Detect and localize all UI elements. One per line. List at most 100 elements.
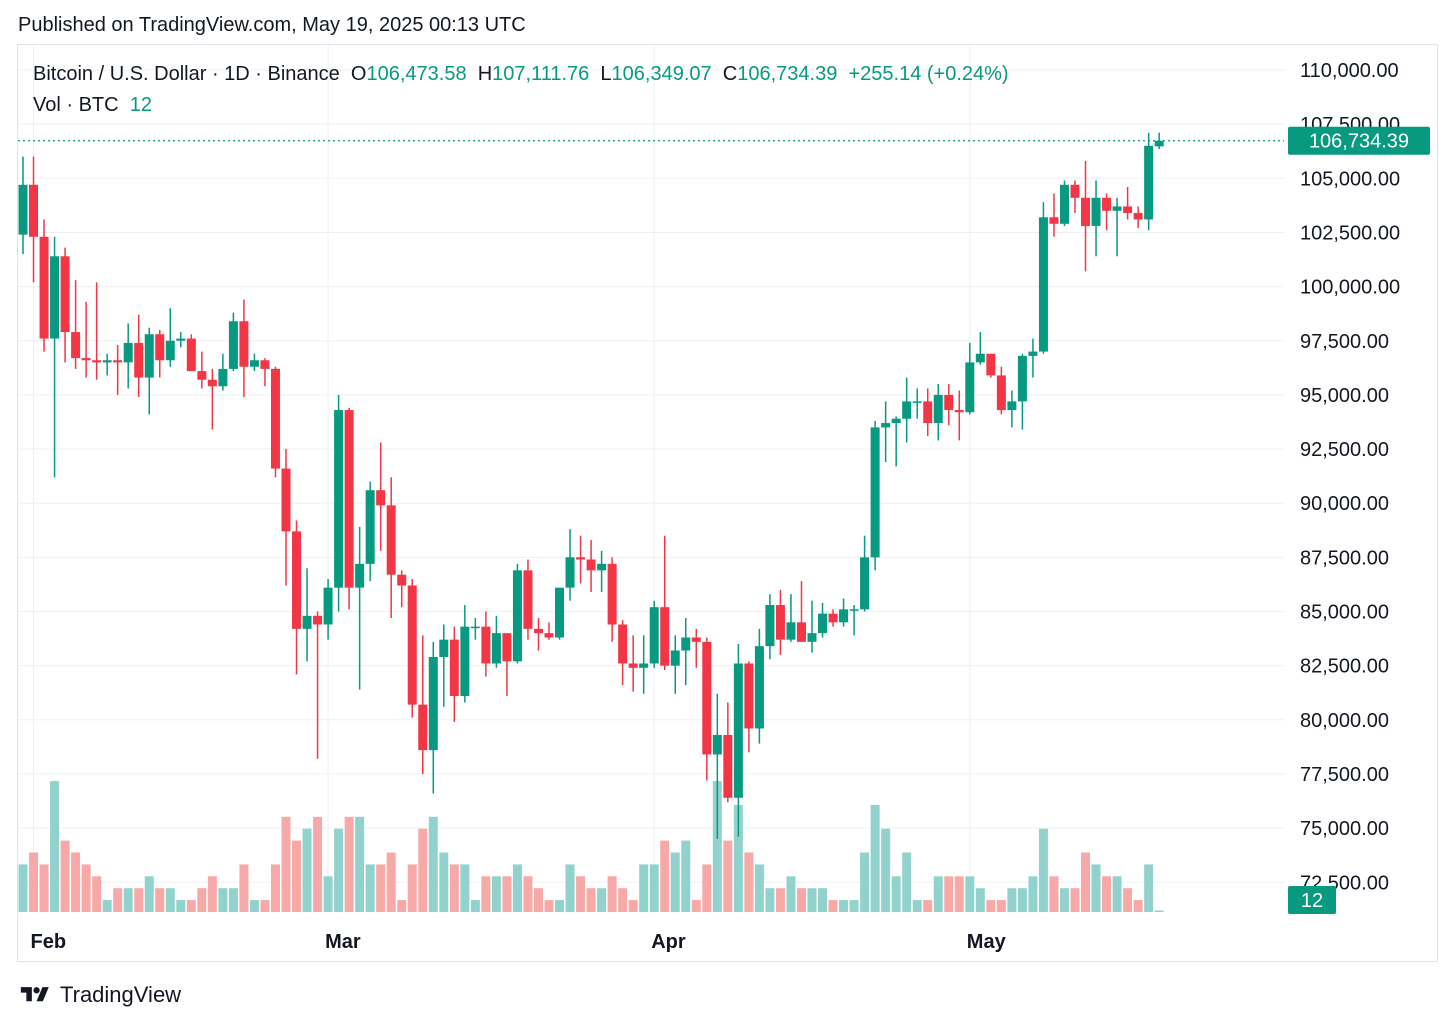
candle-body — [954, 410, 964, 413]
candle-body — [849, 609, 859, 611]
volume-bar — [555, 900, 565, 912]
volume-bar — [176, 900, 186, 912]
volume-bar — [313, 816, 323, 912]
candle-body — [81, 358, 91, 361]
volume-bar — [39, 864, 49, 912]
brand-name: TradingView — [60, 982, 182, 1007]
candle-body — [1017, 355, 1027, 402]
volume-bar — [502, 876, 512, 912]
volume-bar — [123, 888, 133, 912]
candle-body — [565, 557, 575, 588]
candle-body — [323, 587, 333, 625]
candle-body — [733, 663, 743, 798]
volume-bar — [839, 900, 849, 912]
price-tick-label: 92,500.00 — [1300, 439, 1389, 461]
volume-bar — [470, 900, 480, 912]
volume-bar — [807, 888, 817, 912]
candles — [18, 132, 1164, 839]
volume-bar — [744, 852, 754, 912]
candle-body — [1038, 217, 1048, 352]
last-price-badge — [1288, 126, 1430, 155]
volume-value: 12 — [129, 94, 152, 116]
candle-body — [260, 360, 270, 369]
price-tick-label: 100,000.00 — [1300, 277, 1400, 299]
last-price-badge-text: 106,734.39 — [1309, 131, 1409, 153]
symbol-description: Bitcoin / U.S. Dollar · 1D · Binance — [33, 63, 340, 85]
candle-body — [818, 613, 828, 634]
candle-body — [270, 368, 280, 469]
volume-bar — [1112, 876, 1122, 912]
volume-bar — [449, 864, 459, 912]
candle-body — [334, 410, 344, 588]
volume-bar — [933, 876, 943, 912]
volume-bar — [912, 900, 922, 912]
candle-body — [165, 340, 175, 361]
candle-body — [449, 639, 459, 696]
candle-body — [197, 371, 207, 380]
volume-bar — [1154, 910, 1164, 912]
volume-bar — [228, 888, 238, 912]
candle-body — [765, 605, 775, 647]
volume-bar — [597, 888, 607, 912]
candle-body — [639, 663, 649, 668]
candle-body — [986, 353, 996, 376]
volume-bar — [733, 804, 743, 912]
volume-bar — [50, 781, 60, 912]
candle-body — [1154, 140, 1164, 147]
candle-body — [965, 362, 975, 413]
volume-bar — [1144, 864, 1154, 912]
volume-badge-text: 12 — [1301, 890, 1323, 912]
volume-bar — [954, 876, 964, 912]
volume-bar — [102, 900, 112, 912]
candle-body — [481, 626, 491, 664]
volume-bar — [965, 876, 975, 912]
candle-body — [786, 622, 796, 640]
candle-body — [881, 423, 891, 428]
candle-body — [313, 615, 323, 625]
candle-body — [228, 321, 238, 369]
volume-bar — [565, 864, 575, 912]
volume-bar — [523, 876, 533, 912]
volume-bar — [628, 900, 638, 912]
volume-bar — [1102, 876, 1112, 912]
chart-frame — [17, 44, 1438, 962]
price-tick-label: 110,000.00 — [1300, 60, 1399, 82]
candle-body — [207, 379, 217, 387]
volume-bar — [1049, 876, 1059, 912]
volume-bar — [134, 888, 144, 912]
time-tick-label: May — [967, 931, 1007, 953]
volume-bar — [996, 900, 1006, 912]
volume-bar — [376, 864, 386, 912]
volume-bar — [691, 900, 701, 912]
candle-body — [996, 375, 1006, 411]
volume-bar — [986, 900, 996, 912]
candle-body — [975, 353, 985, 363]
footer-brand[interactable]: TradingView — [18, 982, 181, 1008]
volume-bar — [1123, 888, 1133, 912]
volume-bar — [1038, 828, 1048, 912]
candle-body — [649, 607, 659, 664]
candle-body — [60, 256, 70, 333]
price-tick-label: 75,000.00 — [1300, 818, 1389, 840]
volume-bar — [323, 876, 333, 912]
price-tick-label: 95,000.00 — [1300, 385, 1389, 407]
candle-body — [1049, 217, 1059, 224]
tradingview-logo-icon — [20, 987, 49, 1002]
volume-bar — [186, 900, 196, 912]
volume-bar — [796, 888, 806, 912]
volume-bar — [344, 816, 354, 912]
candle-body — [523, 570, 533, 629]
candle-body — [386, 505, 396, 575]
volume-bar — [407, 864, 417, 912]
candle-body — [555, 587, 565, 638]
time-axis: Feb Mar Apr May — [31, 931, 1007, 953]
candle-body — [533, 628, 543, 634]
candle-body — [1081, 197, 1091, 226]
open-label: O — [350, 63, 367, 85]
volume-bar — [1081, 852, 1091, 912]
candle-body — [660, 607, 670, 666]
volume-bar — [702, 864, 712, 912]
candle-body — [902, 401, 912, 419]
candle-body — [239, 321, 249, 367]
